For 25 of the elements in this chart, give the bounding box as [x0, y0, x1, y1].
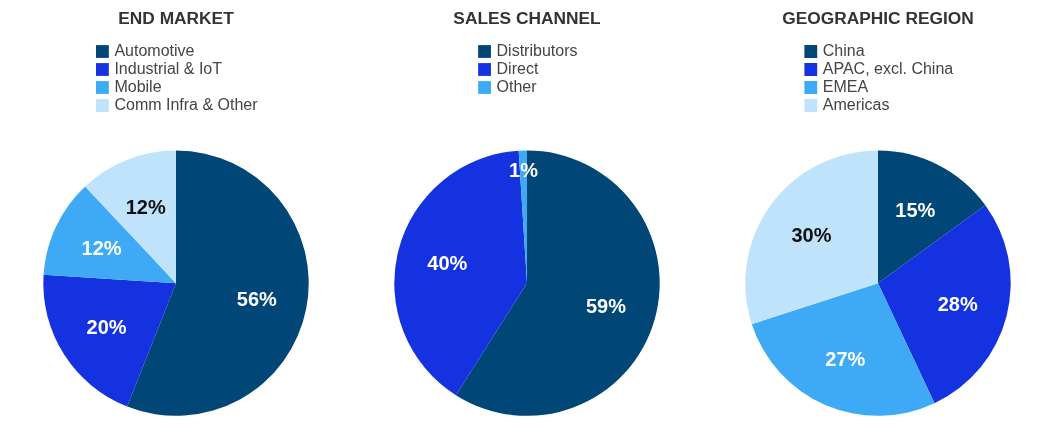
- data-label: 15%: [895, 198, 936, 221]
- data-label: 59%: [585, 295, 627, 318]
- legend-label: China: [822, 42, 865, 60]
- chart-title: SALES CHANNEL: [453, 7, 602, 28]
- legend-label: Automotive: [114, 42, 195, 60]
- legend-label: APAC, excl. China: [822, 60, 954, 78]
- legend-label: Other: [496, 78, 537, 96]
- data-label: 56%: [236, 287, 278, 310]
- chart-title: END MARKET: [118, 7, 235, 28]
- legend-label: Distributors: [496, 42, 578, 60]
- legend-label: Industrial & IoT: [114, 60, 223, 78]
- legend-label: Mobile: [114, 78, 162, 96]
- legend-label: Comm Infra & Other: [114, 96, 258, 114]
- legend-label: Direct: [496, 60, 539, 78]
- data-label: 40%: [427, 251, 468, 274]
- data-label: 28%: [937, 292, 978, 315]
- data-label: 12%: [81, 237, 122, 260]
- data-label: 20%: [86, 316, 127, 339]
- data-label: 1%: [509, 159, 539, 182]
- legend-label: EMEA: [822, 78, 869, 96]
- data-label: 30%: [791, 223, 832, 246]
- data-label: 12%: [125, 195, 166, 218]
- chart-title: GEOGRAPHIC REGION: [782, 7, 974, 28]
- legend-label: Americas: [822, 96, 890, 114]
- data-label: 27%: [825, 347, 866, 370]
